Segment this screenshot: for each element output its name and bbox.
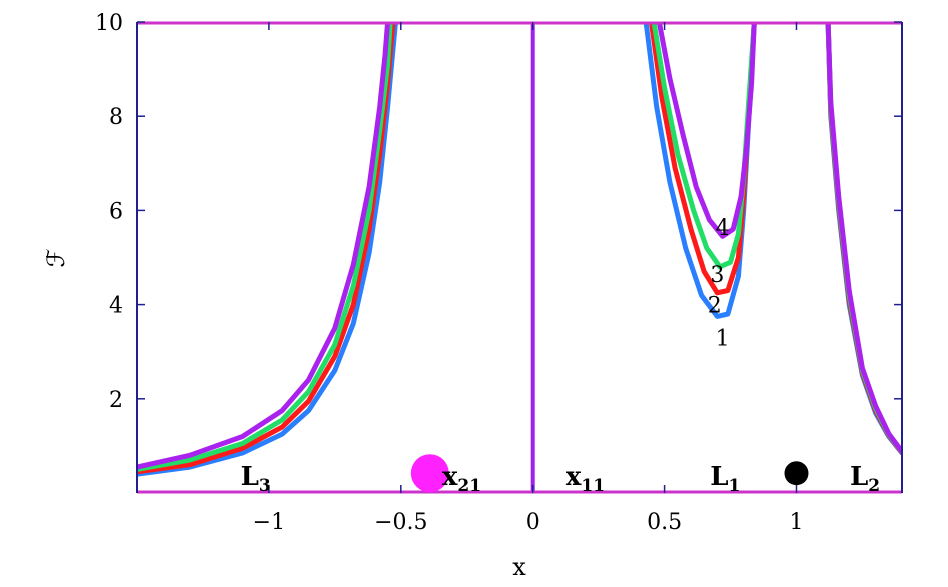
y-tick-label: 8 (109, 105, 123, 130)
point-label-L2: L2 (850, 462, 880, 496)
x-tick-label: −0.5 (374, 510, 427, 535)
curves-layer (137, 22, 902, 477)
point-label-x21: x21 (442, 462, 481, 496)
series-1-segment-1 (137, 22, 398, 477)
x-tick-label: 0.5 (647, 510, 682, 535)
marker-1 (410, 454, 449, 493)
y-tick-label: 2 (109, 388, 123, 413)
y-tick-label: 10 (95, 11, 123, 36)
point-label-L3: L3 (241, 462, 271, 496)
point-labels: L3 x21 x11 L1 L2 (241, 462, 880, 496)
curve-label-4: 4 (716, 216, 730, 241)
curve-label-1: 1 (716, 327, 730, 352)
x-tick-label: 0 (526, 510, 540, 535)
curve-label-3: 3 (710, 263, 724, 288)
curve-label-2: 2 (708, 294, 722, 319)
series-1-segment-3 (825, 22, 902, 456)
plot-frame (136, 22, 903, 493)
series-2-segment-1 (137, 22, 396, 475)
marker-2 (784, 461, 809, 486)
series-3-segment-1 (137, 22, 393, 472)
point-label-L1: L1 (710, 462, 740, 496)
series-4-segment-3 (825, 22, 902, 455)
series-4-segment-1 (137, 22, 391, 470)
y-tick-label: 6 (109, 199, 123, 224)
y-tick-label: 4 (109, 294, 123, 319)
point-label-x11: x11 (566, 462, 605, 496)
x-tick-label: −1 (253, 510, 285, 535)
axis-ticks: −1 −0.5 0 0.5 1 2 4 6 8 10 (95, 11, 902, 535)
markers (410, 454, 809, 493)
reference-lines (137, 21, 902, 494)
y-axis-label: ℱ (42, 248, 70, 267)
series-4-segment-2 (656, 22, 757, 239)
x-axis-label: x (512, 553, 526, 581)
x-tick-label: 1 (789, 510, 803, 535)
curve-labels: 1 2 3 4 (708, 216, 730, 352)
